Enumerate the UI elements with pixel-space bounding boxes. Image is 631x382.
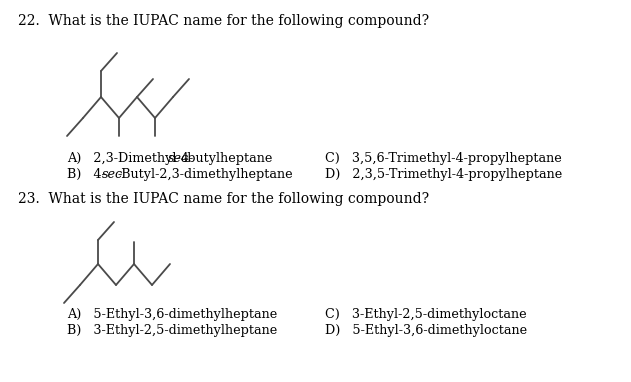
Text: 23.  What is the IUPAC name for the following compound?: 23. What is the IUPAC name for the follo… xyxy=(18,192,429,206)
Text: C)   3,5,6-Trimethyl-4-propylheptane: C) 3,5,6-Trimethyl-4-propylheptane xyxy=(325,152,562,165)
Text: B)   3-Ethyl-2,5-dimethylheptane: B) 3-Ethyl-2,5-dimethylheptane xyxy=(67,324,277,337)
Text: B)   4-: B) 4- xyxy=(67,168,106,181)
Text: C)   3-Ethyl-2,5-dimethyloctane: C) 3-Ethyl-2,5-dimethyloctane xyxy=(325,308,527,321)
Text: sec: sec xyxy=(102,168,124,181)
Text: D)   2,3,5-Trimethyl-4-propylheptane: D) 2,3,5-Trimethyl-4-propylheptane xyxy=(325,168,562,181)
Text: sec: sec xyxy=(168,152,189,165)
Text: -Butyl-2,3-dimethylheptane: -Butyl-2,3-dimethylheptane xyxy=(117,168,293,181)
Text: A)   2,3-Dimethyl-4-: A) 2,3-Dimethyl-4- xyxy=(67,152,193,165)
Text: D)   5-Ethyl-3,6-dimethyloctane: D) 5-Ethyl-3,6-dimethyloctane xyxy=(325,324,527,337)
Text: A)   5-Ethyl-3,6-dimethylheptane: A) 5-Ethyl-3,6-dimethylheptane xyxy=(67,308,277,321)
Text: -butylheptane: -butylheptane xyxy=(183,152,273,165)
Text: 22.  What is the IUPAC name for the following compound?: 22. What is the IUPAC name for the follo… xyxy=(18,14,429,28)
